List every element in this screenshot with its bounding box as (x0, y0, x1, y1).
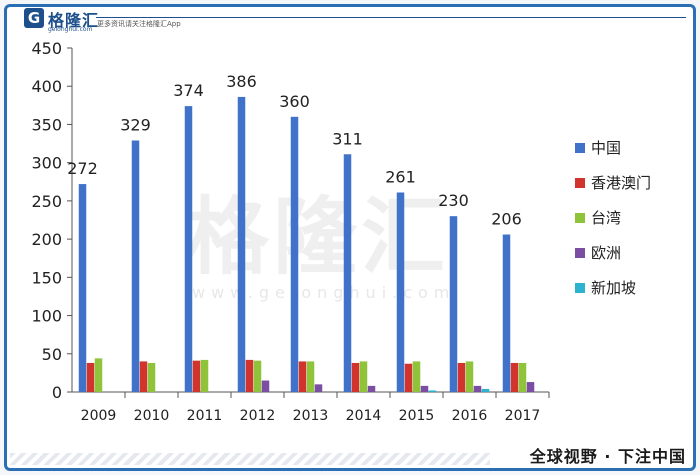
x-tick-label: 2014 (346, 408, 382, 424)
bar-0-2012 (237, 96, 246, 393)
bar-0-2015 (396, 192, 405, 392)
bar-3-2012 (261, 380, 270, 392)
x-tick-label: 2009 (81, 408, 117, 424)
bar-4-2015 (428, 390, 437, 392)
bar-0-2011 (184, 106, 193, 392)
bar-1-2010 (139, 361, 148, 392)
data-label: 386 (226, 72, 257, 91)
data-label: 360 (279, 92, 310, 111)
y-tick-label: 250 (31, 192, 62, 211)
y-tick-label: 50 (42, 345, 62, 364)
bar-0-2014 (343, 154, 352, 392)
data-label: 206 (491, 210, 522, 229)
x-tick-label: 2012 (240, 408, 276, 424)
bar-0-2009 (78, 184, 87, 392)
legend-label: 新加坡 (591, 279, 636, 297)
bar-4-2016 (481, 388, 490, 392)
x-tick-label: 2011 (187, 408, 223, 424)
y-tick-label: 200 (31, 230, 62, 249)
bar-2-2015 (412, 361, 421, 392)
bar-2-2010 (147, 362, 156, 392)
footer-stripe (10, 453, 490, 465)
y-tick-label: 350 (31, 115, 62, 134)
legend-label: 香港澳门 (591, 174, 651, 192)
legend-label: 中国 (591, 139, 621, 157)
y-tick-label: 150 (31, 268, 62, 287)
bar-0-2016 (449, 216, 458, 392)
header: G 格隆汇 gelonghui.com 更多资讯请关注格隆汇App (10, 4, 690, 33)
bar-2-2016 (465, 361, 474, 392)
bar-0-2013 (290, 116, 299, 393)
bar-2-2013 (306, 361, 315, 392)
y-tick-label: 400 (31, 77, 62, 96)
x-tick-label: 2015 (399, 408, 435, 424)
bar-1-2009 (86, 362, 95, 392)
legend-swatch (575, 178, 585, 188)
bar-1-2016 (457, 362, 466, 392)
footer-slogan: 全球视野 · 下注中国 (529, 447, 686, 466)
legend-swatch (575, 283, 585, 293)
legend-swatch (575, 248, 585, 258)
legend-swatch (575, 213, 585, 223)
bar-2-2014 (359, 361, 368, 392)
y-tick-label: 300 (31, 154, 62, 173)
bar-3-2016 (473, 385, 482, 392)
bar-2-2012 (253, 360, 262, 392)
logo-icon: G (24, 8, 44, 28)
bar-2-2009 (94, 358, 103, 392)
y-tick-label: 450 (31, 39, 62, 58)
legend-label: 欧洲 (591, 244, 621, 262)
bar-1-2012 (245, 359, 254, 392)
bar-1-2011 (192, 360, 201, 392)
x-tick-label: 2013 (293, 408, 329, 424)
bar-0-2017 (502, 234, 511, 392)
watermark-url: www.gelonghui.com (192, 283, 456, 302)
bar-3-2014 (367, 385, 376, 392)
bar-1-2017 (510, 362, 519, 392)
x-tick-label: 2016 (452, 408, 488, 424)
data-label: 329 (120, 115, 151, 134)
header-rule (96, 17, 686, 18)
header-tagline: 更多资讯请关注格隆汇App (97, 20, 181, 28)
data-label: 230 (438, 191, 469, 210)
brand-name: 格隆汇 (48, 11, 100, 30)
bar-1-2015 (404, 363, 413, 392)
y-tick-label: 100 (31, 307, 62, 326)
data-label: 374 (173, 81, 204, 100)
bar-2-2011 (200, 359, 209, 392)
y-tick-label: 0 (52, 383, 62, 402)
brand-url: gelonghui.com (48, 26, 93, 33)
data-label: 272 (67, 159, 98, 178)
bar-2-2017 (518, 362, 527, 392)
bar-3-2013 (314, 384, 323, 392)
legend-label: 台湾 (591, 209, 621, 227)
x-tick-label: 2017 (505, 408, 541, 424)
bar-0-2010 (131, 140, 140, 392)
data-label: 311 (332, 129, 363, 148)
bar-1-2013 (298, 361, 307, 392)
legend-swatch (575, 143, 585, 153)
x-tick-label: 2010 (134, 408, 170, 424)
bar-3-2017 (526, 382, 535, 392)
bar-3-2015 (420, 385, 429, 392)
data-label: 261 (385, 167, 416, 186)
bar-1-2014 (351, 362, 360, 392)
